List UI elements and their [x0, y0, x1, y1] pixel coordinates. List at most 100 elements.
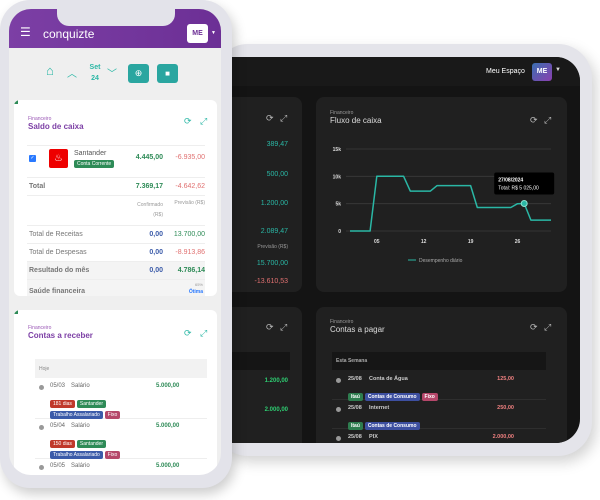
cash-flow-chart[interactable]: 0 5k 10k 15k 05 12 19 26 27/08/2024 Total: R$ 5 0… — [316, 97, 567, 292]
bank-row[interactable]: ✓ ♨ Santander Conta Corrente 4.445,00 -6… — [27, 145, 205, 177]
row-label: Total de Despesas — [29, 249, 87, 256]
add-transaction-button[interactable]: ⊕ — [128, 64, 149, 83]
list-item[interactable]: 25/08 PIX 2.000,00 — [332, 429, 546, 443]
y-tick-label: 5k — [335, 202, 341, 208]
days-badge: 181 dias — [50, 400, 75, 408]
row-label: Saúde financeira — [29, 288, 86, 295]
avatar[interactable]: ME — [187, 24, 208, 43]
expand-icon[interactable]: ⤢ — [280, 113, 288, 123]
y-tick-label: 10k — [333, 174, 342, 180]
column-header: Previsão (R$) — [174, 200, 205, 206]
item-date: 25/08 — [348, 376, 362, 382]
wallet-button[interactable]: ■ — [157, 64, 178, 83]
summary-row: Total de Despesas 0,00 -8.913,86 — [27, 243, 205, 261]
health-row: Saúde financeira 65% Ótima — [27, 279, 205, 296]
item-date: 05/03 — [50, 383, 66, 389]
card-title: Contas a receber — [28, 331, 93, 340]
home-icon[interactable]: ⌂ — [46, 63, 54, 78]
x-tick-label: 26 — [515, 239, 521, 245]
total-row: Total 7.369,17 -4.642,62 — [27, 177, 205, 195]
phone-screen: ☰ conquizte ME ▼ ⌂ ︿ Set 24 ﹀ ⊕ ■ Financ… — [9, 9, 221, 475]
legend-label[interactable]: Desempenho diário — [419, 258, 463, 264]
caret-down-icon[interactable]: ▼ — [555, 67, 561, 73]
refresh-icon[interactable]: ⟳ — [266, 113, 274, 123]
value: -13.610,53 — [254, 278, 288, 285]
list-item[interactable]: 05/04 Salário 5.000,00 150 dias Santander Tra… — [35, 419, 207, 459]
forecast-value: 13.700,00 — [173, 231, 205, 238]
list-item[interactable]: 25/08 Conta de Água 125,00 Itaú Contas de Co… — [332, 371, 546, 401]
row-label: Total — [29, 183, 46, 190]
item-name: Salário — [71, 383, 90, 389]
item-amount: 2.000,00 — [492, 434, 514, 440]
tag-badge: Itaú — [348, 393, 363, 401]
expand-icon[interactable]: ⤢ — [543, 115, 551, 125]
month-selector[interactable]: Set 24 — [86, 62, 104, 84]
refresh-icon[interactable]: ⟳ — [184, 116, 192, 126]
avatar[interactable]: ME — [532, 63, 552, 81]
item-name: Salário — [71, 423, 90, 429]
item-amount: 5.000,00 — [156, 383, 180, 389]
card-title: Contas a pagar — [330, 325, 385, 334]
data-point-highlight[interactable] — [520, 200, 528, 208]
checkbox[interactable]: ✓ — [29, 155, 36, 162]
health-percent: 65% — [194, 282, 203, 287]
forecast-value: -4.642,62 — [175, 183, 205, 190]
expand-icon[interactable]: ⤢ — [280, 322, 288, 332]
x-tick-label: 12 — [421, 239, 427, 245]
fluxo-card: Financeiro Fluxo de caixa 0 5k 10k 15k 05 12 1… — [316, 97, 567, 292]
item-name: Conta de Água — [369, 376, 408, 382]
item-amount: 125,00 — [497, 376, 514, 382]
refresh-icon[interactable]: ⟳ — [184, 328, 192, 338]
tooltip-total: Total: R$ 5 025,00 — [498, 186, 539, 192]
list-item[interactable]: 25/08 Internet 250,00 Itaú Contas de Consumo — [332, 400, 546, 430]
tooltip-date: 27/08/2024 — [498, 178, 523, 184]
chevron-up-icon[interactable]: ︿ — [67, 69, 77, 80]
column-headers: Confirmado (R$) Previsão (R$) — [27, 195, 205, 225]
kind-badge: Fixo — [104, 411, 121, 419]
status-dot-icon — [336, 436, 341, 441]
summary-row: Resultado do mês 0,00 4.786,14 — [27, 261, 205, 279]
workspace-label[interactable]: Meu Espaço — [486, 68, 525, 75]
health-status: Ótima — [188, 289, 203, 295]
series-line[interactable] — [350, 175, 551, 232]
chevron-down-icon[interactable]: ﹀ — [107, 69, 117, 80]
row-label: Resultado do mês — [29, 267, 90, 274]
tag-badge: Fixo — [421, 393, 438, 401]
item-name: Salário — [71, 463, 90, 469]
item-date: 25/08 — [348, 434, 362, 440]
y-tick-label: 0 — [338, 229, 341, 235]
category-badge: Trabalho Assalariado — [50, 411, 103, 419]
refresh-icon[interactable]: ⟳ — [530, 322, 538, 332]
month-label: Set — [89, 64, 101, 71]
card-subtitle: Financeiro — [28, 116, 52, 122]
value: 389,47 — [266, 141, 288, 148]
refresh-icon[interactable]: ⟳ — [266, 322, 274, 332]
category-badge: Trabalho Assalariado — [50, 451, 103, 459]
status-dot-icon — [39, 425, 44, 430]
hamburger-menu-icon[interactable]: ☰ — [20, 25, 31, 39]
expand-icon[interactable]: ⤢ — [200, 328, 208, 338]
value: 2.000,00 — [264, 407, 288, 413]
card-title: Saldo de caixa — [28, 122, 84, 131]
row-label: Total de Receitas — [29, 231, 83, 238]
refresh-icon[interactable]: ⟳ — [530, 115, 538, 125]
expand-icon[interactable]: ⤢ — [544, 322, 552, 332]
confirmed-value: 0,00 — [149, 231, 163, 238]
confirmed-value: 4.445,00 — [135, 154, 163, 161]
x-tick-label: 19 — [468, 239, 474, 245]
list-item[interactable]: 05/03 Salário 5.000,00 181 dias Santander Tra… — [35, 379, 207, 419]
tablet-screen: Meu Espaço ME ▼ ⟳ ⤢ 389,47 500,00 1.200,… — [228, 57, 580, 443]
value: 15.700,00 — [256, 260, 288, 267]
summary-row: Total de Receitas 0,00 13.700,00 — [27, 225, 205, 243]
bank-name: Santander — [74, 150, 107, 157]
value: 1.200,00 — [260, 200, 288, 207]
value: 500,00 — [266, 171, 288, 178]
tooltip — [494, 172, 555, 195]
bank-badge: Santander — [76, 440, 106, 448]
item-date: 05/04 — [50, 423, 66, 429]
expand-icon[interactable]: ⤢ — [200, 116, 208, 126]
brand-logo: conquizte — [43, 27, 95, 41]
item-name: PIX — [369, 434, 378, 440]
caret-down-icon[interactable]: ▼ — [211, 30, 216, 36]
